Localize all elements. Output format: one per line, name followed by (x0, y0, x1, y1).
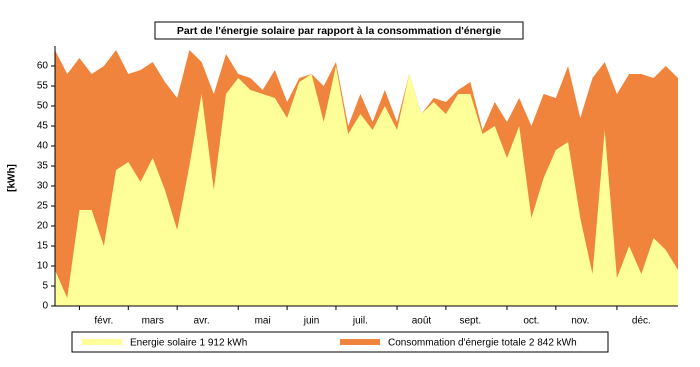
y-tick-label: 45 (37, 121, 49, 132)
x-tick-label: juil. (352, 316, 368, 327)
y-tick-label: 40 (37, 141, 49, 152)
x-tick-label: juin (303, 316, 320, 327)
x-tick-label: nov. (571, 316, 589, 327)
y-tick-label: 30 (37, 181, 49, 192)
y-tick-label: 55 (37, 81, 49, 92)
x-tick-label: août (412, 316, 432, 327)
x-tick-label: avr. (194, 316, 210, 327)
x-tick-label: févr. (94, 316, 113, 327)
x-tick-label: oct. (523, 316, 539, 327)
y-tick-label: 20 (37, 221, 49, 232)
x-tick-label: mars (142, 316, 164, 327)
legend-label: Energie solaire 1 912 kWh (130, 338, 247, 349)
y-tick-label: 25 (37, 201, 49, 212)
y-tick-label: 35 (37, 161, 49, 172)
x-tick-label: déc. (632, 316, 651, 327)
y-tick-label: 10 (37, 261, 49, 272)
y-tick-label: 50 (37, 101, 49, 112)
legend-label: Consommation d'énergie totale 2 842 kWh (388, 338, 577, 349)
x-tick-label: mai (255, 316, 271, 327)
area (55, 66, 678, 306)
x-tick-label: sept. (459, 316, 481, 327)
y-tick-label: 60 (37, 61, 49, 72)
y-tick-label: 5 (42, 281, 48, 292)
chart-title: Part de l'énergie solaire par rapport à … (177, 25, 501, 37)
y-tick-label: 15 (37, 241, 49, 252)
y-axis-label: [kWh] (7, 164, 18, 192)
y-tick-label: 0 (42, 301, 48, 312)
title-box (154, 21, 524, 40)
